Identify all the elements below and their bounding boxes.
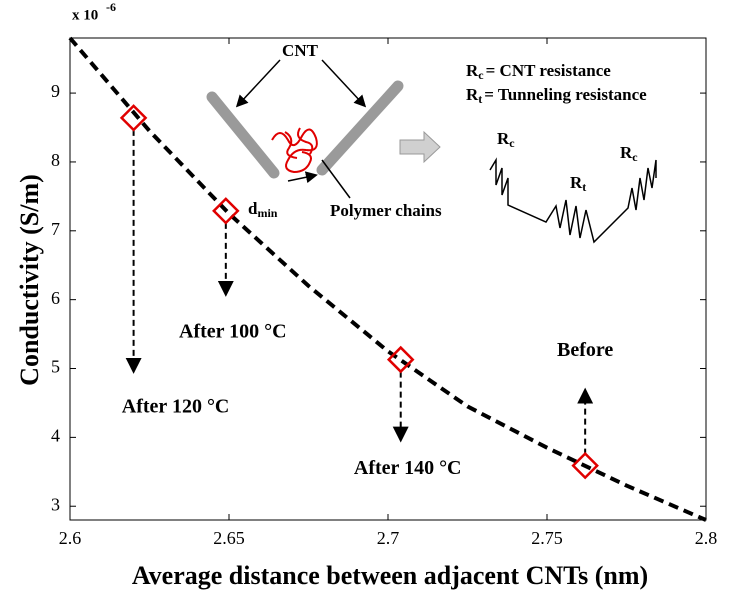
plot-frame xyxy=(69,37,707,521)
marker-label: After 100 °C xyxy=(179,320,287,342)
polymer-label: Polymer chains xyxy=(330,201,442,220)
sub: c xyxy=(478,68,484,82)
legend-entry: Rt = Tunneling resistance xyxy=(466,85,647,106)
marker xyxy=(386,345,415,374)
symbol: R xyxy=(497,129,510,148)
text: = CNT resistance xyxy=(486,61,612,80)
x-tick-label: 2.65 xyxy=(213,528,245,548)
cnt-tube xyxy=(206,91,280,179)
inset: CNT dmin Polymer chains Rc = CNT resistan… xyxy=(206,41,657,244)
symbol: R xyxy=(466,85,479,104)
y-tick-label: 6 xyxy=(51,288,60,308)
marker-label: Before xyxy=(557,339,613,361)
x-tick-label: 2.6 xyxy=(59,528,82,548)
symbol: R xyxy=(620,143,633,162)
y-axis-label: Conductivity (S/m) xyxy=(15,174,44,386)
sub: c xyxy=(632,150,638,164)
circuit-label: Rc xyxy=(497,129,515,150)
y-tick-label: 4 xyxy=(51,425,60,445)
pointer xyxy=(321,159,351,199)
symbol: R xyxy=(570,173,583,192)
y-multiplier: x 10 xyxy=(72,7,98,23)
cnt-tube xyxy=(316,80,404,176)
legend-entry: Rc = CNT resistance xyxy=(466,61,611,82)
marker xyxy=(119,104,148,132)
x-tick-label: 2.7 xyxy=(377,528,400,548)
d: d xyxy=(248,199,258,218)
d-sub: min xyxy=(257,206,277,220)
y-multiplier-exponent: -6 xyxy=(106,0,116,14)
marker-label: After 120 °C xyxy=(122,395,230,417)
sub: c xyxy=(509,136,515,150)
y-tick-label: 8 xyxy=(51,150,60,170)
circuit xyxy=(489,157,657,244)
sub: t xyxy=(582,180,586,194)
block-arrow xyxy=(399,130,441,164)
dmin-label: dmin xyxy=(248,199,278,220)
circuit-label: Rc xyxy=(620,143,638,164)
pointer xyxy=(235,59,281,108)
x-tick-label: 2.75 xyxy=(531,528,563,548)
y-tick-label: 7 xyxy=(51,219,60,239)
y-tick-label: 9 xyxy=(51,81,60,101)
cnt-label: CNT xyxy=(282,41,319,60)
marker xyxy=(571,451,599,480)
pointer xyxy=(321,59,367,108)
text: = Tunneling resistance xyxy=(484,85,647,104)
marker-label: After 140 °C xyxy=(354,457,462,479)
sub: t xyxy=(478,92,482,106)
polymer-chains xyxy=(271,127,318,174)
symbol: R xyxy=(466,61,479,80)
y-tick-label: 5 xyxy=(51,357,60,377)
curve xyxy=(68,36,707,522)
y-tick-label: 3 xyxy=(51,494,60,514)
x-tick-label: 2.8 xyxy=(695,528,718,548)
circuit-label: Rt xyxy=(570,173,586,194)
marker xyxy=(212,197,240,225)
gap-arrow xyxy=(287,171,318,184)
x-axis-label: Average distance between adjacent CNTs (… xyxy=(132,561,648,590)
